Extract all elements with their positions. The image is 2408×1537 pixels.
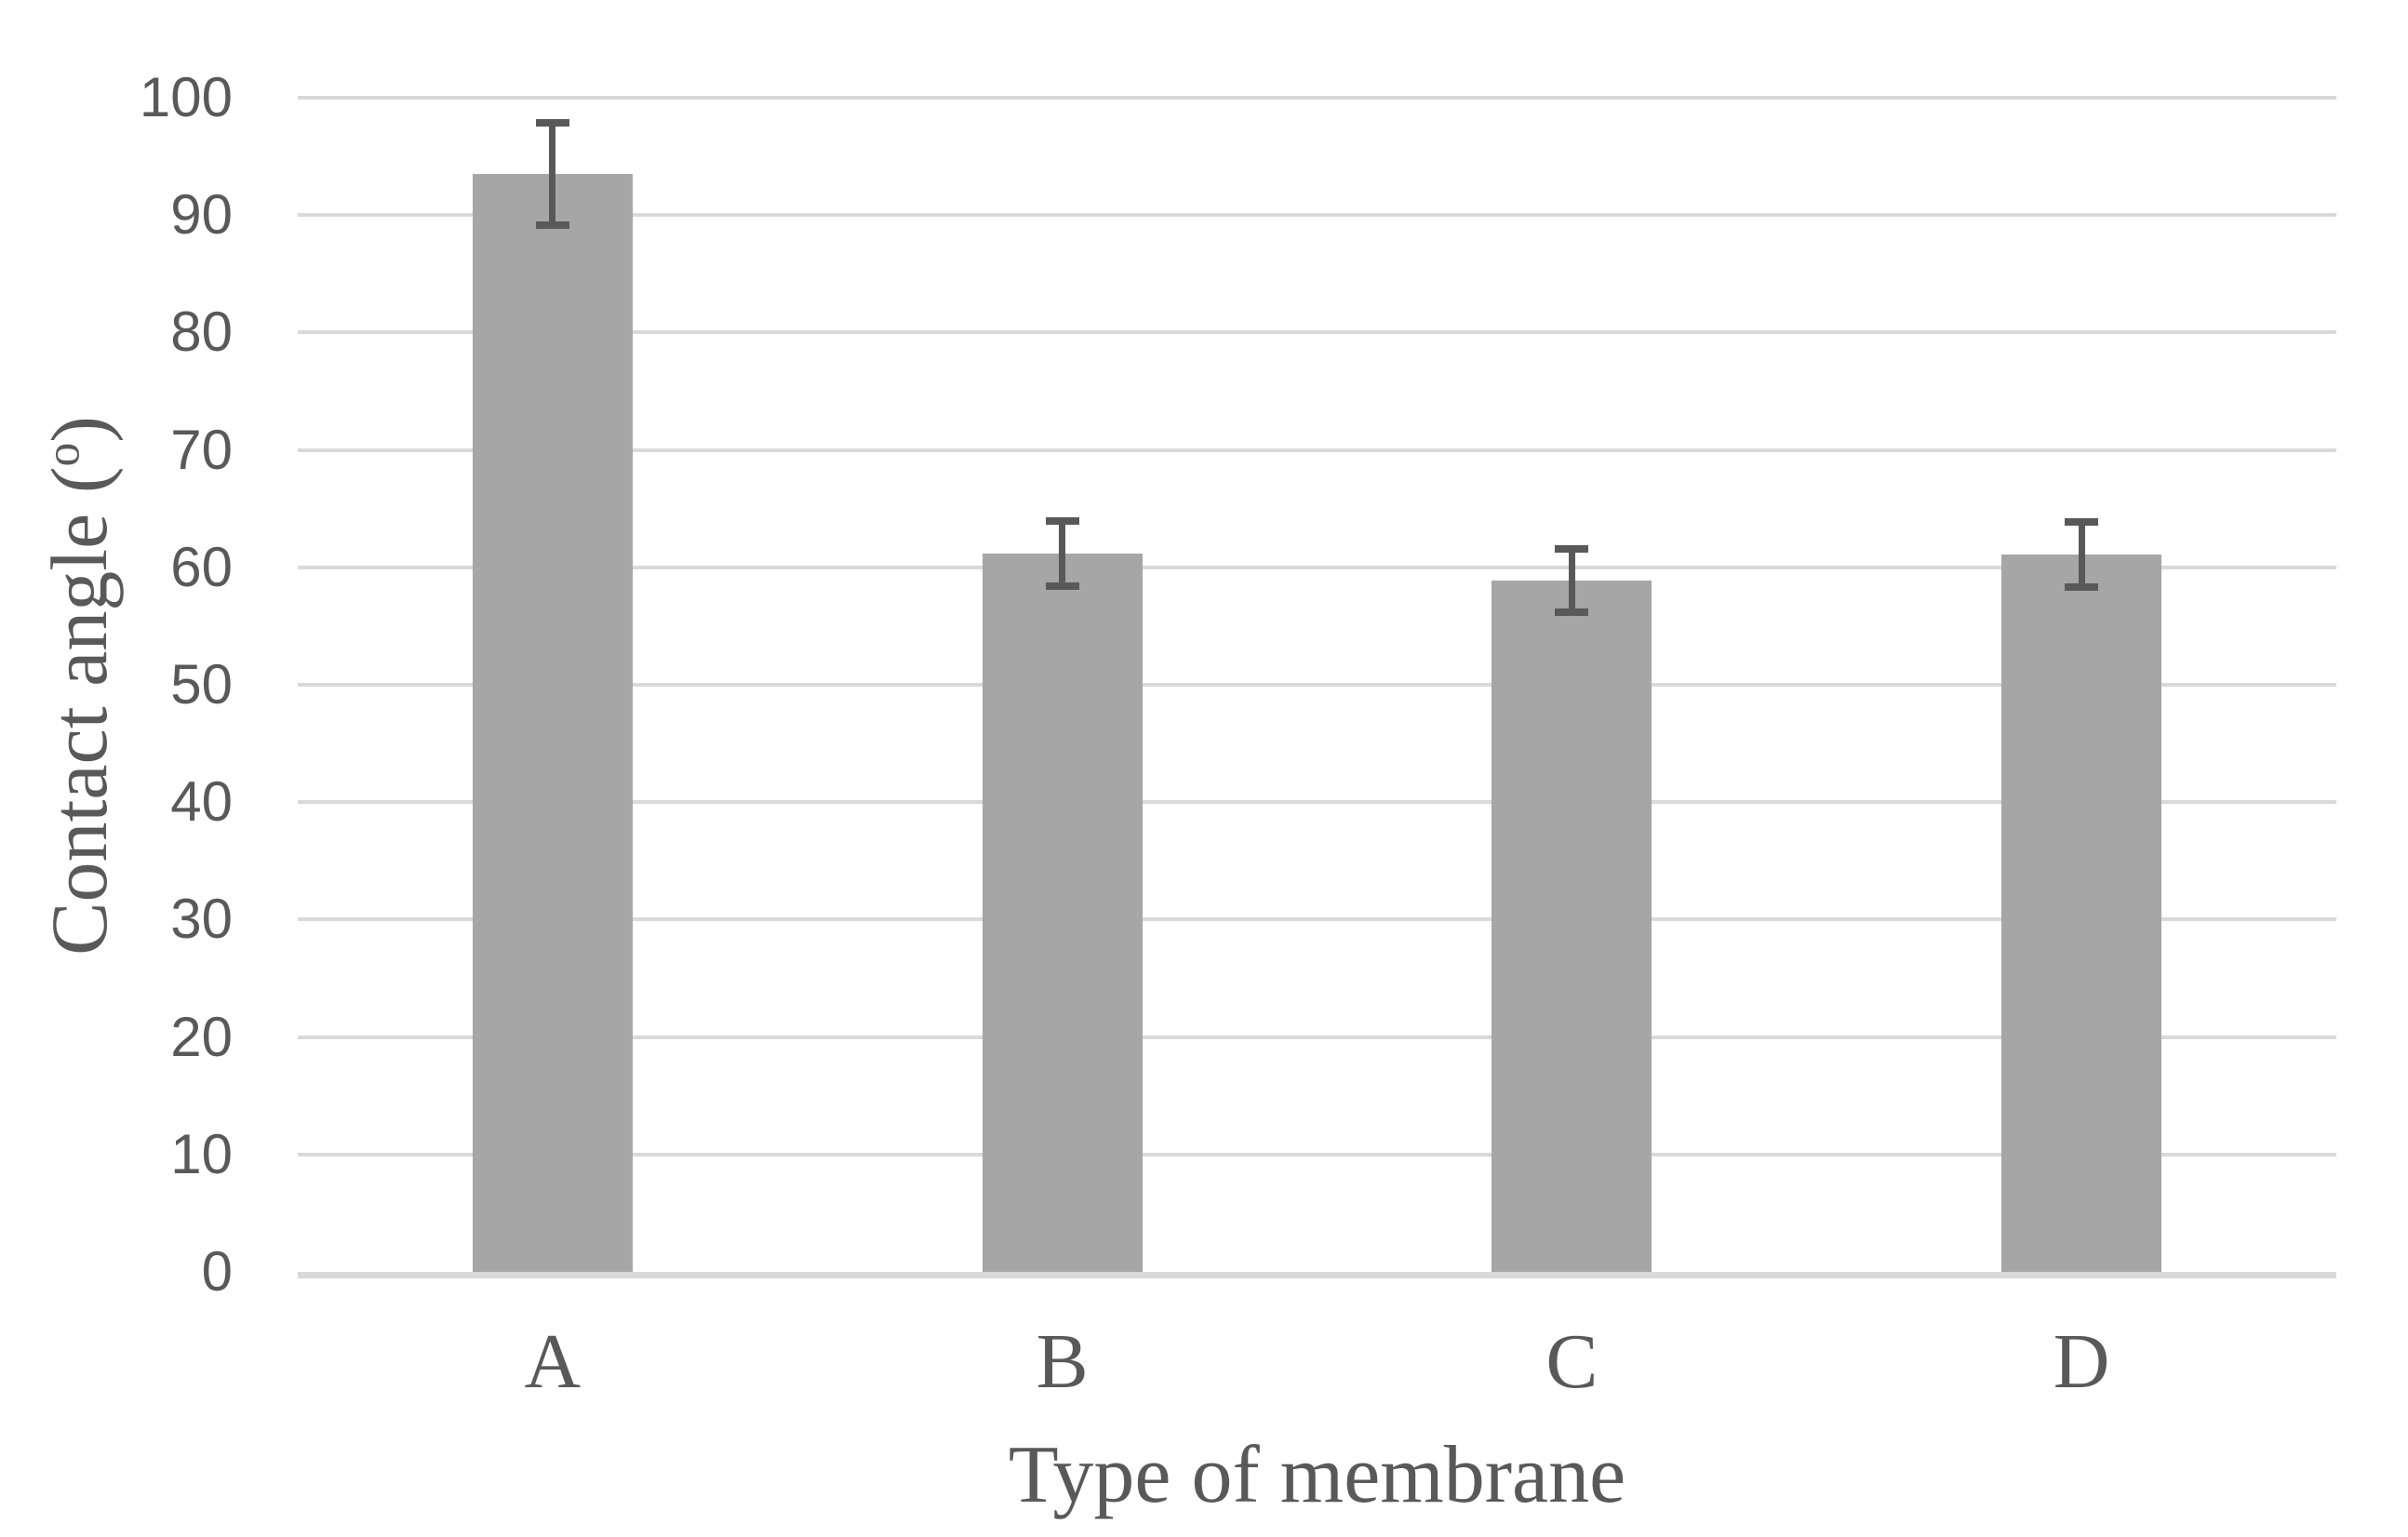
plot-area: [298, 96, 2336, 1278]
error-bar-line: [1568, 544, 1575, 616]
y-tick-label-20: 20: [170, 1005, 233, 1068]
gridline: [298, 213, 2336, 218]
y-tick-label-60: 60: [170, 535, 233, 598]
gridline: [298, 330, 2336, 335]
bar-D: [2001, 554, 2162, 1272]
error-bar-bottom-cap: [1555, 608, 1589, 616]
gridline: [298, 1035, 2336, 1039]
error-bar-top-cap: [1555, 544, 1589, 553]
gridline: [298, 448, 2336, 452]
x-axis-line: [298, 1272, 2336, 1278]
bar-C: [1492, 580, 1652, 1272]
gridline: [298, 917, 2336, 922]
y-tick-label-80: 80: [170, 301, 233, 364]
y-tick-label-30: 30: [170, 888, 233, 951]
error-bar-bottom-cap: [2065, 583, 2099, 592]
y-tick-label-50: 50: [170, 653, 233, 715]
category-label-D: D: [2053, 1318, 2110, 1405]
gridline: [298, 1152, 2336, 1156]
error-bar-line: [2078, 517, 2085, 592]
y-tick-label-70: 70: [170, 418, 233, 481]
x-axis-title: Type of membrane: [1008, 1430, 1626, 1520]
gridline: [298, 800, 2336, 805]
error-bar-bottom-cap: [1045, 581, 1079, 590]
y-tick-label-0: 0: [201, 1240, 233, 1303]
category-label-B: B: [1036, 1318, 1089, 1405]
y-tick-label-10: 10: [170, 1122, 233, 1185]
error-bar-top-cap: [2065, 517, 2099, 526]
category-label-A: A: [524, 1318, 582, 1405]
bar-B: [982, 553, 1143, 1272]
y-tick-label-40: 40: [170, 770, 233, 834]
gridline: [298, 96, 2336, 100]
error-bar-line: [1059, 516, 1066, 590]
error-bar-top-cap: [535, 118, 569, 127]
gridline: [298, 683, 2336, 687]
error-bar-bottom-cap: [535, 221, 569, 230]
y-tick-label-100: 100: [139, 66, 233, 128]
category-label-C: C: [1545, 1318, 1599, 1405]
error-bar-line: [549, 118, 556, 230]
gridline: [298, 565, 2336, 569]
bar-A: [472, 174, 633, 1272]
error-bar-top-cap: [1045, 516, 1079, 525]
y-tick-label-90: 90: [170, 183, 233, 247]
